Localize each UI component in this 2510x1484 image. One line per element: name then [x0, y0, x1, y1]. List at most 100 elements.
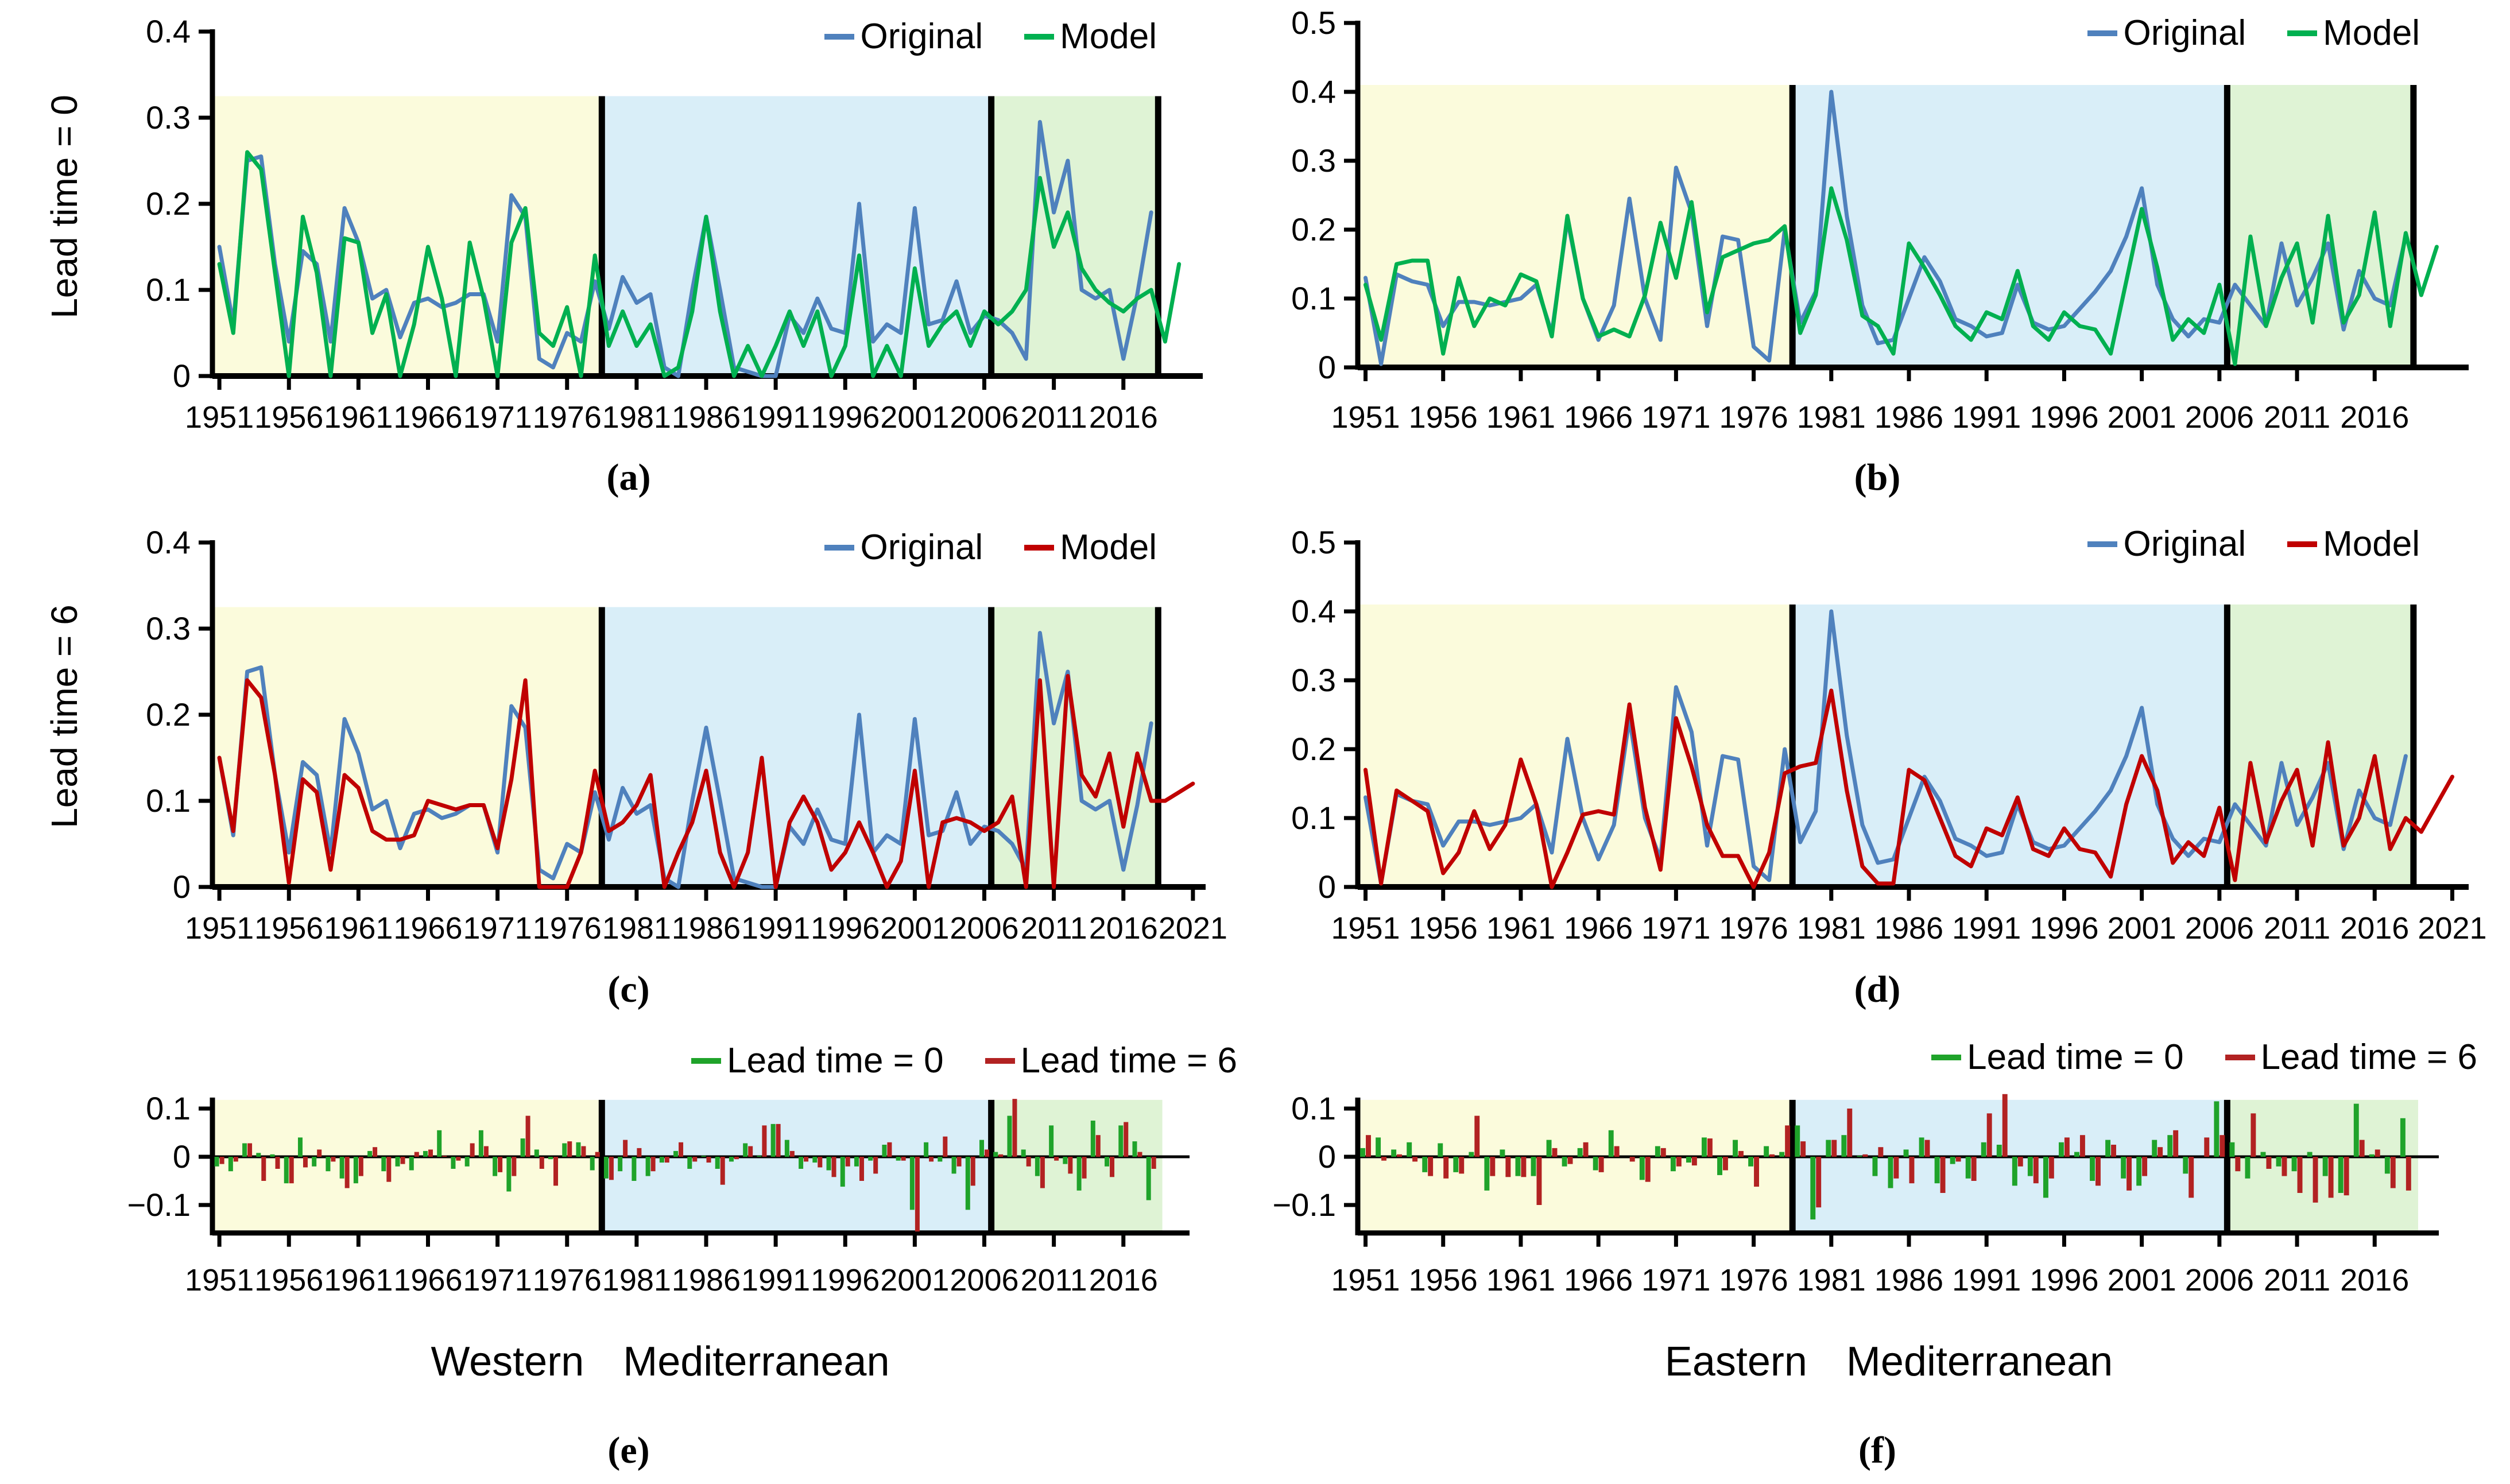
lead0-bar [1438, 1143, 1443, 1157]
x-tick-label: 2006 [950, 1263, 1018, 1297]
lead6-bar [442, 1156, 447, 1157]
period-band [602, 1099, 991, 1233]
lead0-bar [2276, 1157, 2282, 1167]
lead0-bar [2167, 1135, 2173, 1157]
lead6-bar [1722, 1157, 1728, 1171]
lead0-bar [1872, 1157, 1878, 1176]
legend-label: Original [2123, 524, 2246, 564]
lead0-bar [284, 1157, 289, 1184]
lead6-bar [1012, 1099, 1017, 1157]
lead6-bar [1878, 1147, 1884, 1157]
lead0-bar [1453, 1157, 1459, 1172]
lead6-bar [970, 1157, 975, 1186]
lead0-bar [1717, 1157, 1722, 1175]
y-tick-label: 0.4 [1291, 593, 1336, 629]
x-tick-label: 1966 [393, 400, 462, 435]
x-tick-label: 1966 [1564, 400, 1633, 435]
x-tick-label: 2001 [2108, 400, 2176, 435]
legend-label: Original [2123, 13, 2246, 53]
y-tick-label: 0.5 [1291, 5, 1336, 41]
lead0-bar-swatch [1931, 1054, 1962, 1060]
lead0-bar [2400, 1118, 2406, 1157]
x-tick-label: 2006 [2185, 1263, 2254, 1297]
x-tick-label: 1996 [2029, 1263, 2098, 1297]
lead6-bar [1137, 1152, 1142, 1157]
lead6-bar [887, 1142, 892, 1157]
lead0-bar [1546, 1140, 1552, 1157]
x-tick-label: 1956 [1409, 1263, 1478, 1297]
legend-label: Model [2323, 524, 2420, 564]
lead6-bar [2126, 1157, 2132, 1191]
y-tick-label: −0.1 [127, 1187, 191, 1223]
legend-item: Original [824, 16, 983, 57]
lead6-bar [331, 1157, 336, 1162]
lead6-bar [1924, 1140, 1930, 1157]
lead6-bar [1738, 1150, 1744, 1157]
y-tick-label: 0 [1318, 349, 1336, 385]
legend-item: Model [2287, 524, 2420, 564]
x-tick-label: 1986 [1874, 400, 1943, 435]
x-tick-label: 2006 [2185, 911, 2254, 946]
y-tick-label: 0.3 [1291, 662, 1336, 698]
lead6-bar [2375, 1149, 2380, 1157]
lead0-bar [1779, 1152, 1785, 1157]
lead6-bar [1583, 1142, 1589, 1157]
lead6-bar [1082, 1157, 1087, 1179]
x-tick-label: 1956 [1409, 400, 1478, 435]
lead6-bar-swatch [2225, 1054, 2255, 1060]
lead0-bar [590, 1157, 595, 1171]
lead0-bar [478, 1130, 483, 1157]
lead0-bar [743, 1143, 748, 1157]
lead6-bar [1955, 1157, 1961, 1162]
lead0-bar [1007, 1115, 1012, 1157]
x-tick-label: 1986 [672, 1263, 741, 1297]
lead0-bar [979, 1140, 985, 1157]
x-tick-label: 1991 [741, 1263, 810, 1297]
y-tick-label: −0.1 [1272, 1187, 1336, 1223]
lead6-bar [985, 1149, 990, 1157]
lead0-bar [1639, 1157, 1645, 1180]
x-tick-label: 1986 [672, 911, 741, 946]
lead6-bar [664, 1157, 669, 1163]
x-tick-label: 1966 [393, 1263, 462, 1297]
lead6-bar [1552, 1148, 1558, 1157]
lead6-bar [1769, 1154, 1775, 1157]
model-series-line [1364, 186, 2439, 366]
lead0-bar [2229, 1142, 2235, 1157]
lead6-bar [1110, 1157, 1115, 1177]
x-tick-label: 1971 [463, 911, 532, 946]
caption-panel-c: (c) [607, 968, 650, 1010]
lead0-bar [1748, 1157, 1754, 1167]
y-axis-title-lead6: Lead time = 6 [44, 605, 85, 828]
x-tick-label: 1991 [1952, 400, 2021, 435]
lead6-bar [1940, 1157, 1946, 1193]
legend-item: Original [2087, 13, 2246, 53]
lead6-bar [901, 1157, 906, 1161]
lead6-bar [1614, 1146, 1620, 1157]
lead0-bar [1608, 1130, 1614, 1157]
lead0-bar [1996, 1145, 2002, 1157]
x-tick-label: 1976 [1719, 400, 1788, 435]
x-tick-label: 1951 [1331, 1263, 1400, 1297]
x-tick-label: 1976 [533, 911, 602, 946]
lead6-bar [400, 1157, 405, 1164]
lead0-bar [993, 1152, 998, 1157]
lead6-bar [553, 1157, 559, 1186]
lead6-bar [650, 1157, 656, 1172]
legend-label: Model [2323, 13, 2420, 53]
lead6-bar [247, 1143, 253, 1157]
x-tick-label: 1981 [602, 400, 671, 435]
lead0-bar [1857, 1156, 1862, 1157]
lead6-bar [818, 1157, 823, 1168]
lead0-bar [562, 1143, 567, 1157]
lead6-bar [1521, 1157, 1527, 1177]
original-line-swatch [2087, 30, 2118, 36]
lead0-bar [1841, 1135, 1847, 1157]
lead0-bar [1422, 1157, 1428, 1172]
lead6-bar [1459, 1157, 1465, 1174]
legend-item: Lead time = 6 [985, 1040, 1237, 1081]
lead0-bar [1376, 1137, 1381, 1157]
legend-label: Lead time = 6 [1020, 1041, 1237, 1080]
y-tick-label: 0.4 [146, 524, 191, 560]
lead0-bar [1981, 1142, 1986, 1157]
